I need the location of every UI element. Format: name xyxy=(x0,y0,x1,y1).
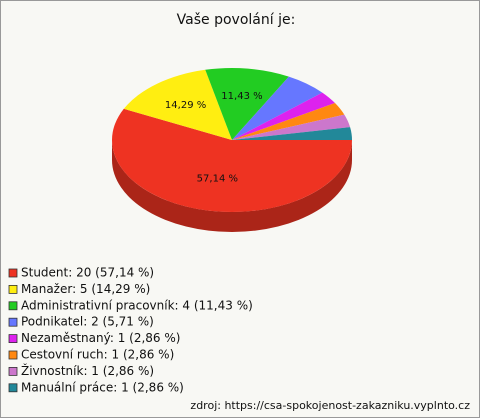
legend-label: Manuální práce: 1 (2,86 %) xyxy=(21,380,184,394)
legend-swatch xyxy=(8,301,18,311)
slice xyxy=(232,76,323,140)
slice-label: 57,14 % xyxy=(197,174,238,185)
legend-swatch xyxy=(8,268,18,278)
source-note: zdroj: https://csa-spokojenost-zakazniku… xyxy=(190,399,470,412)
slice xyxy=(205,68,289,140)
legend-swatch xyxy=(8,366,18,376)
slice xyxy=(232,127,352,140)
legend-label: Administrativní pracovník: 4 (11,43 %) xyxy=(21,298,253,312)
legend-label: Nezaměstnaný: 1 (2,86 %) xyxy=(21,331,180,345)
slice-label: 11,43 % xyxy=(221,91,262,102)
legend-label: Student: 20 (57,14 %) xyxy=(21,266,154,280)
legend-swatch xyxy=(8,350,18,360)
slice xyxy=(232,114,351,140)
slice xyxy=(232,92,335,140)
slice-label: 14,29 % xyxy=(165,100,206,111)
chart-title: Vaše povolání je: xyxy=(177,12,296,28)
slice xyxy=(111,108,352,212)
legend-swatch xyxy=(8,383,18,393)
slice xyxy=(232,103,345,140)
legend-label: Manažer: 5 (14,29 %) xyxy=(21,282,150,296)
legend-swatch xyxy=(8,317,18,327)
legend-swatch xyxy=(8,284,18,294)
legend-label: Podnikatel: 2 (5,71 %) xyxy=(21,315,154,329)
slice xyxy=(123,69,232,140)
legend-label: Cestovní ruch: 1 (2,86 %) xyxy=(21,348,174,362)
legend-label: Živnostník: 1 (2,86 %) xyxy=(21,363,154,378)
legend-swatch xyxy=(8,334,18,344)
slice-side xyxy=(112,140,352,232)
